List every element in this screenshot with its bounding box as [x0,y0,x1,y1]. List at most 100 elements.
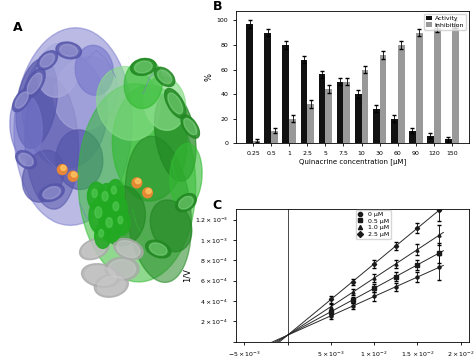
Ellipse shape [146,189,151,194]
Bar [289,119,296,143]
Ellipse shape [95,207,102,218]
Ellipse shape [114,239,143,260]
Bar [253,141,260,143]
Ellipse shape [54,57,118,130]
Ellipse shape [175,194,196,212]
Ellipse shape [117,241,140,257]
Ellipse shape [37,51,57,70]
Y-axis label: 1/V: 1/V [183,269,192,282]
Ellipse shape [99,230,104,237]
Ellipse shape [106,218,112,227]
Bar [326,89,332,143]
Ellipse shape [99,186,146,246]
Y-axis label: %: % [205,73,214,81]
Ellipse shape [27,73,42,94]
Ellipse shape [149,243,167,255]
Ellipse shape [107,179,124,206]
Ellipse shape [130,58,156,75]
Ellipse shape [19,153,33,166]
Bar [271,131,278,143]
Bar [301,60,308,143]
Text: A: A [13,21,23,33]
Ellipse shape [105,257,139,281]
Ellipse shape [132,178,142,188]
Ellipse shape [125,136,191,282]
Ellipse shape [85,266,116,285]
Ellipse shape [78,84,196,282]
Ellipse shape [72,172,77,177]
Ellipse shape [179,197,193,209]
Ellipse shape [95,223,111,248]
Ellipse shape [113,202,118,211]
Ellipse shape [164,89,186,118]
Ellipse shape [155,67,175,87]
Ellipse shape [146,240,171,258]
Ellipse shape [37,43,79,97]
Ellipse shape [56,130,103,189]
Ellipse shape [22,150,64,202]
Bar [355,94,362,143]
Ellipse shape [61,166,66,171]
Ellipse shape [118,216,123,224]
Bar [308,104,314,143]
Bar [283,45,289,143]
Ellipse shape [40,54,55,67]
Bar [264,33,271,143]
Ellipse shape [60,44,78,56]
Text: C: C [212,199,221,212]
Ellipse shape [97,183,117,215]
Bar [445,140,452,143]
Bar [398,45,404,143]
Ellipse shape [94,274,128,297]
Ellipse shape [111,186,117,194]
Ellipse shape [181,115,200,138]
Ellipse shape [82,241,106,257]
Bar [380,55,386,143]
Ellipse shape [124,58,163,109]
Ellipse shape [80,239,109,260]
Ellipse shape [170,143,202,209]
Ellipse shape [92,189,97,198]
Ellipse shape [108,194,128,224]
Ellipse shape [14,28,132,225]
Ellipse shape [82,264,120,287]
Ellipse shape [143,188,152,198]
Ellipse shape [112,85,187,201]
Ellipse shape [109,260,136,278]
Bar [434,28,441,143]
Ellipse shape [22,52,107,168]
Ellipse shape [10,94,42,159]
Bar [344,82,350,143]
Bar [409,131,416,143]
Bar [452,24,459,143]
Ellipse shape [184,119,197,135]
X-axis label: Quinacrine concentration [μM]: Quinacrine concentration [μM] [299,158,406,165]
Ellipse shape [89,198,112,234]
Ellipse shape [25,77,78,209]
Ellipse shape [114,210,130,235]
Ellipse shape [57,164,67,174]
Ellipse shape [16,151,36,169]
Ellipse shape [15,92,28,108]
Bar [391,119,398,143]
Ellipse shape [98,276,125,295]
Ellipse shape [144,77,186,130]
Bar [246,24,253,143]
Ellipse shape [24,69,45,98]
Ellipse shape [135,179,141,184]
Bar [337,82,344,143]
Bar [362,69,368,143]
Ellipse shape [155,92,196,181]
Bar [427,136,434,143]
Ellipse shape [97,67,160,140]
Ellipse shape [56,42,82,59]
Ellipse shape [75,45,113,95]
Ellipse shape [157,70,172,84]
Ellipse shape [87,182,105,210]
Text: B: B [212,0,222,13]
Legend: 0 μM, 0.5 μM, 1.0 μM, 2.5 μM: 0 μM, 0.5 μM, 1.0 μM, 2.5 μM [356,210,391,239]
Legend: Activity, Inhibition: Activity, Inhibition [424,14,466,30]
Ellipse shape [102,192,108,201]
Bar [373,109,380,143]
Ellipse shape [168,93,182,114]
